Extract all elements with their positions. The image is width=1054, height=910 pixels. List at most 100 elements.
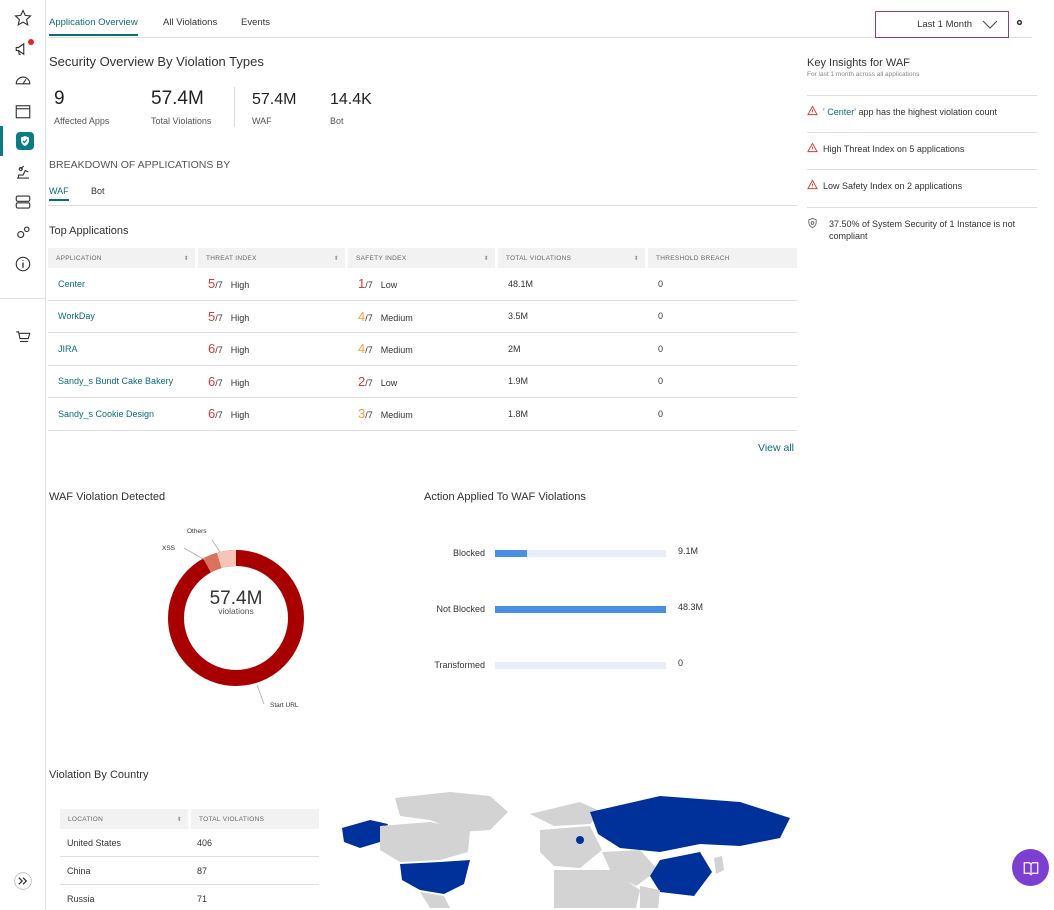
bar-track: [495, 662, 666, 669]
tab-application-overview[interactable]: Application Overview: [49, 17, 138, 36]
bar-value-label: 48.3M: [678, 602, 704, 612]
app-name-link[interactable]: Sandy_s Bundt Cake Bakery: [58, 376, 174, 387]
map-region-scandinavia[interactable]: [530, 802, 602, 826]
map-region-japan[interactable]: [714, 856, 724, 874]
top-applications-table: APPLICATION ⬍ THREAT INDEX ⬍ SAFETY INDEX ⬍…: [48, 248, 797, 431]
sort-icon: ⬍: [176, 816, 182, 823]
column-header-country-violations[interactable]: TOTAL VIOLATIONS: [191, 809, 319, 829]
map-region-alaska[interactable]: [342, 820, 388, 848]
tab-bot[interactable]: Bot: [91, 186, 105, 196]
star-icon[interactable]: [0, 3, 46, 33]
map-region-india[interactable]: [640, 886, 660, 908]
sort-icon: ⬍: [633, 255, 639, 262]
robot-arm-icon[interactable]: [0, 157, 46, 187]
shield-gear-icon: [808, 217, 817, 229]
country-row[interactable]: China 87: [60, 857, 319, 885]
country-row[interactable]: United States 406: [60, 829, 319, 857]
insight-item: Low Safety Index on 2 applications: [807, 169, 1037, 207]
donut-segment-xss[interactable]: [203, 552, 222, 573]
view-all-link[interactable]: View all: [758, 442, 794, 454]
help-assistant-button[interactable]: [1012, 849, 1049, 886]
stat-total-violations-value: 57.4M: [151, 88, 204, 109]
period-value: Last 1 Month: [917, 19, 972, 30]
warning-icon: [807, 179, 818, 190]
table-row[interactable]: WorkDay 5/7 High 4/7 Medium 3.5M 0: [48, 301, 797, 333]
column-header-threshold-breach[interactable]: THRESHOLD BREACH: [648, 248, 797, 268]
column-header-location[interactable]: LOCATION ⬍: [60, 809, 188, 829]
info-icon[interactable]: [0, 249, 46, 279]
tab-events[interactable]: Events: [241, 17, 271, 28]
column-header-total-violations[interactable]: TOTAL VIOLATIONS ⬍: [498, 248, 645, 268]
sidebar-divider: [0, 298, 46, 299]
bar-value-label: 0: [678, 658, 684, 668]
insight-highlight[interactable]: ' Center': [823, 107, 856, 117]
left-sidebar: [0, 0, 46, 910]
threshold-breach-cell: 0: [658, 343, 664, 354]
tab-waf[interactable]: WAF: [49, 186, 69, 201]
country-violations-cell: 406: [197, 837, 213, 848]
stat-bot-label: Bot: [330, 116, 344, 126]
chevron-down-icon: [982, 20, 998, 29]
app-name-link[interactable]: WorkDay: [58, 311, 95, 322]
sort-icon: ⬍: [183, 255, 189, 262]
map-region-africa[interactable]: [554, 870, 640, 908]
calendar-icon[interactable]: [0, 96, 46, 126]
stat-waf-label: WAF: [252, 116, 272, 126]
app-name-link[interactable]: JIRA: [58, 343, 78, 354]
bar-fill[interactable]: [495, 550, 528, 557]
map-region-canada[interactable]: [380, 822, 470, 862]
settings-gear-icon[interactable]: [1015, 18, 1024, 27]
donut-label-xss: XSS: [162, 545, 176, 552]
sort-icon: ⬍: [483, 255, 489, 262]
tab-all-violations[interactable]: All Violations: [163, 17, 218, 28]
app-name-link[interactable]: Center: [58, 278, 86, 289]
donut-segment-others[interactable]: [216, 550, 237, 569]
map-region-united-states[interactable]: [400, 860, 470, 894]
tabs-divider: [48, 37, 1032, 38]
map-region-china[interactable]: [650, 852, 712, 896]
map-region-middle-east[interactable]: [602, 850, 658, 886]
app-name-link[interactable]: Sandy_s Cookie Design: [58, 408, 155, 419]
country-row[interactable]: Russia 71: [60, 885, 319, 910]
guide-book-icon: [1023, 861, 1038, 876]
server-icon[interactable]: [0, 187, 46, 217]
donut-segment-start-url[interactable]: [168, 550, 304, 686]
table-row[interactable]: Sandy_s Bundt Cake Bakery 6/7 High 2/7 Low 1.…: [48, 366, 797, 398]
breakdown-divider: [48, 205, 797, 206]
gears-icon[interactable]: [0, 218, 46, 248]
dashboard-gauge-icon[interactable]: [0, 65, 46, 95]
table-row[interactable]: JIRA 6/7 High 4/7 Medium 2M 0: [48, 333, 797, 366]
table-header: APPLICATION ⬍ THREAT INDEX ⬍ SAFETY INDEX ⬍…: [48, 248, 797, 268]
megaphone-icon[interactable]: [0, 34, 46, 64]
threshold-breach-cell: 0: [658, 311, 664, 322]
sort-icon: ⬍: [333, 255, 339, 262]
map-region-mexico[interactable]: [420, 892, 450, 908]
map-region-europe[interactable]: [540, 826, 602, 868]
stat-bot-value: 14.4K: [330, 91, 372, 108]
bar-fill[interactable]: [495, 606, 666, 613]
insight-item: 37.50% of System Security of 1 Instance …: [807, 207, 1037, 247]
donut-label-start-url: Start URL: [270, 702, 299, 709]
column-header-application[interactable]: APPLICATION ⬍: [48, 248, 195, 268]
table-row[interactable]: Center 5/7 High 1/7 Low 48.1M 0: [48, 268, 797, 301]
threshold-breach-cell: 0: [658, 408, 664, 419]
country-location-cell: United States: [67, 837, 122, 848]
threat-index-cell: 6/7 High: [208, 341, 250, 357]
period-dropdown[interactable]: Last 1 Month: [875, 11, 1009, 38]
map-region-russia[interactable]: [590, 796, 790, 852]
threat-index-cell: 6/7 High: [208, 406, 250, 422]
column-header-threat-index[interactable]: THREAT INDEX ⬍: [198, 248, 345, 268]
insights-title: Key Insights for WAF: [807, 57, 910, 69]
insight-item: High Threat Index on 5 applications: [807, 132, 1037, 170]
column-header-safety-index[interactable]: SAFETY INDEX ⬍: [348, 248, 495, 268]
bar-value-label: 9.1M: [678, 546, 699, 556]
stat-affected-apps-label: Affected Apps: [54, 116, 110, 126]
waf-donut-chart: Others XSS Start URL 57.4M violations: [162, 528, 304, 709]
action-chart-title: Action Applied To WAF Violations: [424, 491, 586, 503]
total-violations-cell: 2M: [508, 343, 521, 354]
table-row[interactable]: Sandy_s Cookie Design 6/7 High 3/7 Medium 1.8…: [48, 398, 797, 431]
cart-icon[interactable]: [0, 322, 46, 352]
double-chevron-right-icon[interactable]: [0, 866, 46, 896]
map-region-highlight-small[interactable]: [576, 836, 584, 844]
shield-check-icon[interactable]: [0, 126, 46, 156]
